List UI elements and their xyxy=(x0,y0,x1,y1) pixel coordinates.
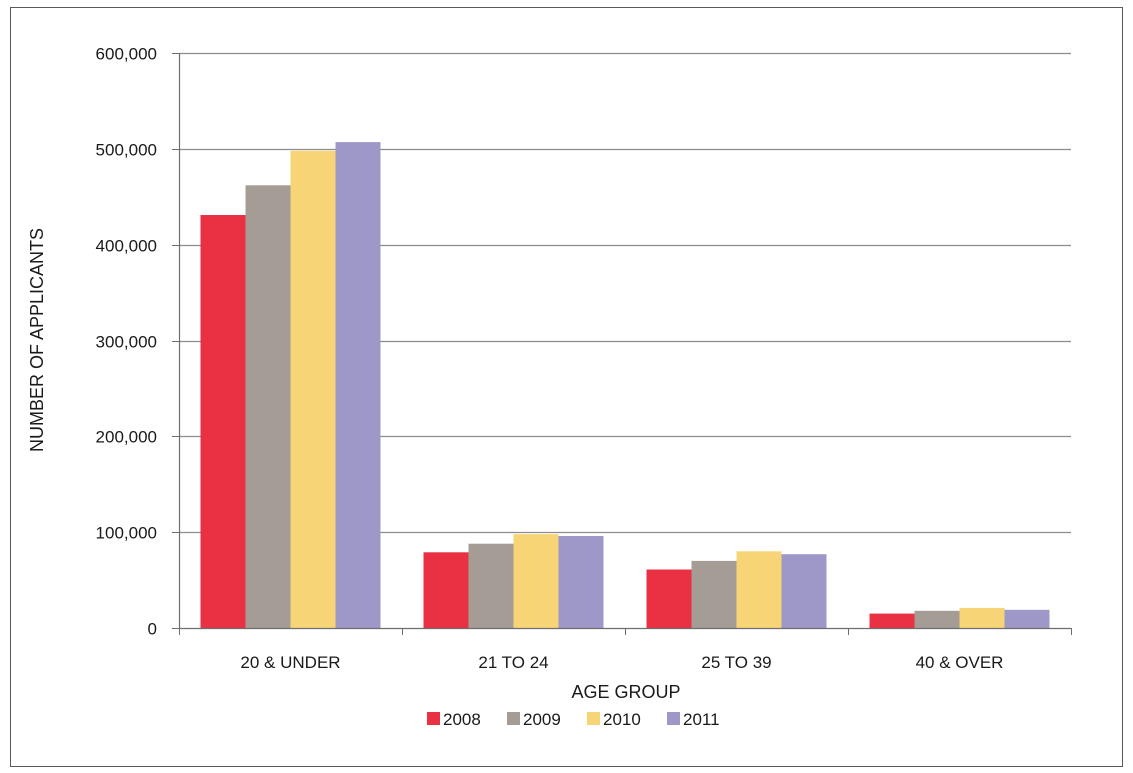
y-tick-label: 200,000 xyxy=(96,428,157,447)
bar-2011-2 xyxy=(781,554,827,628)
y-tick-label: 600,000 xyxy=(96,45,157,64)
y-tick-label: 0 xyxy=(148,620,157,639)
y-tick-label: 400,000 xyxy=(96,237,157,256)
bar-2009-1 xyxy=(468,543,514,628)
legend-label: 2008 xyxy=(443,710,481,729)
bar-2008-3 xyxy=(869,613,915,628)
x-tick-label: 21 TO 24 xyxy=(478,653,548,672)
bar-2008-1 xyxy=(423,552,469,628)
legend: 2008 2009 2010 2011 xyxy=(427,710,720,729)
bar-2010-0 xyxy=(290,150,336,629)
y-axis-title: NUMBER OF APPLICANTS xyxy=(27,228,47,452)
x-axis-title: AGE GROUP xyxy=(571,682,680,702)
bar-2009-0 xyxy=(245,185,291,629)
bar-2010-2 xyxy=(736,551,782,628)
bar-2010-3 xyxy=(959,607,1005,628)
legend-swatch-2009 xyxy=(507,712,520,725)
bar-2011-1 xyxy=(558,536,604,628)
legend-swatch-2011 xyxy=(667,712,680,725)
y-axis-ticks: 0 100,000 200,000 300,000 400,000 500,000 600,… xyxy=(96,45,179,639)
bar-2008-0 xyxy=(200,215,246,628)
legend-swatch-2008 xyxy=(427,712,440,725)
x-tick-label: 20 & UNDER xyxy=(240,653,340,672)
x-axis-ticks: 20 & UNDER 21 TO 24 25 TO 39 40 & OVER xyxy=(179,628,1072,672)
chart-frame xyxy=(10,7,1123,767)
y-tick-label: 100,000 xyxy=(96,524,157,543)
bar-2010-1 xyxy=(513,534,559,628)
legend-label: 2009 xyxy=(523,710,561,729)
bar-2008-2 xyxy=(646,569,692,628)
legend-swatch-2010 xyxy=(587,712,600,725)
x-tick-label: 40 & OVER xyxy=(916,653,1004,672)
y-tick-label: 500,000 xyxy=(96,141,157,160)
bar-2011-3 xyxy=(1004,609,1050,628)
legend-label: 2011 xyxy=(683,710,720,729)
y-tick-label: 300,000 xyxy=(96,333,157,352)
bars xyxy=(200,142,1050,629)
bar-2009-3 xyxy=(914,610,960,629)
bar-2011-0 xyxy=(335,142,381,628)
bar-2009-2 xyxy=(691,560,737,628)
legend-label: 2010 xyxy=(603,710,641,729)
x-tick-label: 25 TO 39 xyxy=(701,653,771,672)
